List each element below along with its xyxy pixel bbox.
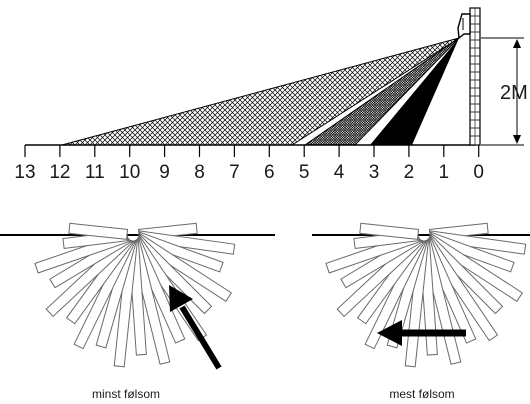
distance-ticks: 13 12 11 10 9 8 7 6 5 4 3 2 1 0 bbox=[14, 145, 484, 183]
distance-tick-label: 11 bbox=[85, 162, 105, 183]
side-view: 13 12 11 10 9 8 7 6 5 4 3 2 1 0 2M bbox=[14, 7, 528, 183]
distance-tick-label: 5 bbox=[299, 162, 310, 183]
detection-zone bbox=[68, 222, 129, 240]
top-view-most-sensitive: mest følsom bbox=[312, 222, 530, 401]
mounting-height-label: 2M bbox=[500, 82, 528, 104]
distance-tick-label: 13 bbox=[14, 162, 35, 183]
detection-zones bbox=[325, 222, 527, 368]
caption-most-sensitive: mest følsom bbox=[389, 387, 454, 401]
detection-zone bbox=[359, 222, 420, 240]
distance-tick-label: 7 bbox=[229, 162, 240, 183]
distance-tick-label: 2 bbox=[404, 162, 415, 183]
motion-sensor-icon bbox=[457, 13, 471, 40]
walk-direction-arrow bbox=[169, 285, 222, 370]
walk-direction-arrow bbox=[377, 320, 466, 346]
mounting-height-indicator bbox=[481, 37, 524, 146]
distance-tick-label: 3 bbox=[369, 162, 380, 183]
caption-least-sensitive: minst følsom bbox=[92, 387, 160, 401]
distance-tick-label: 9 bbox=[159, 162, 170, 183]
near-range-zone bbox=[370, 38, 459, 145]
distance-tick-label: 1 bbox=[439, 162, 450, 183]
distance-tick-label: 0 bbox=[473, 162, 484, 183]
distance-tick-label: 10 bbox=[119, 162, 140, 183]
top-view-least-sensitive: minst følsom bbox=[0, 222, 275, 401]
detection-zones bbox=[34, 222, 236, 368]
distance-tick-label: 12 bbox=[49, 162, 70, 183]
distance-tick-label: 8 bbox=[194, 162, 205, 183]
wall bbox=[469, 7, 481, 146]
distance-tick-label: 4 bbox=[334, 162, 345, 183]
distance-tick-label: 6 bbox=[264, 162, 275, 183]
